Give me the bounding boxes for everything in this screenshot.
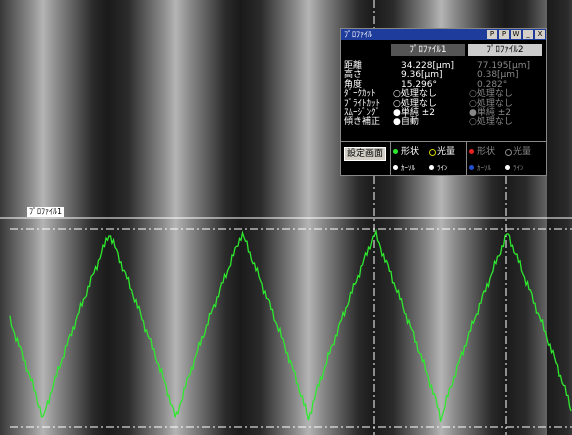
- indicator[interactable]: [469, 165, 474, 170]
- profile-tag: ﾌﾟﾛﾌｧｲﾙ1: [27, 207, 64, 217]
- display-option[interactable]: ﾗｲﾝ: [513, 163, 524, 173]
- indicator[interactable]: [393, 165, 398, 170]
- window-button[interactable]: P: [499, 30, 509, 39]
- separator: [390, 141, 391, 176]
- indicator[interactable]: [505, 149, 512, 156]
- profile-curve: [10, 231, 571, 422]
- settings-button[interactable]: 設定画面: [344, 147, 386, 161]
- indicator[interactable]: [469, 149, 474, 154]
- column-header[interactable]: ﾌﾟﾛﾌｧｲﾙ2: [468, 44, 542, 56]
- screen: ﾌﾟﾛﾌｧｲﾙ1 ﾌﾟﾛﾌｧｲﾙ ﾌﾟﾛﾌｧｲﾙ1 ﾌﾟﾛﾌｧｲﾙ2 設定画面 …: [0, 0, 572, 435]
- window-button[interactable]: P: [487, 30, 497, 39]
- separator: [466, 141, 467, 176]
- indicator[interactable]: [393, 149, 398, 154]
- display-option[interactable]: 光量: [437, 147, 455, 157]
- indicator[interactable]: [429, 165, 434, 170]
- value: ○処理なし: [469, 117, 513, 127]
- display-option[interactable]: 光量: [513, 147, 531, 157]
- window-button[interactable]: W: [511, 30, 521, 39]
- indicator[interactable]: [505, 165, 510, 170]
- separator: [341, 141, 546, 142]
- value: ●自動: [393, 117, 419, 127]
- column-header[interactable]: ﾌﾟﾛﾌｧｲﾙ1: [391, 44, 465, 56]
- row-label: 傾き補正: [344, 117, 380, 127]
- display-option[interactable]: ﾗｲﾝ: [437, 163, 448, 173]
- display-option[interactable]: 形状: [401, 147, 419, 157]
- display-option[interactable]: ｶｰｿﾙ: [477, 163, 491, 173]
- display-option[interactable]: ｶｰｿﾙ: [401, 163, 415, 173]
- panel-title: ﾌﾟﾛﾌｧｲﾙ: [344, 30, 372, 40]
- indicator[interactable]: [429, 149, 436, 156]
- window-button[interactable]: X: [535, 30, 545, 39]
- display-option[interactable]: 形状: [477, 147, 495, 157]
- window-button[interactable]: _: [523, 30, 533, 39]
